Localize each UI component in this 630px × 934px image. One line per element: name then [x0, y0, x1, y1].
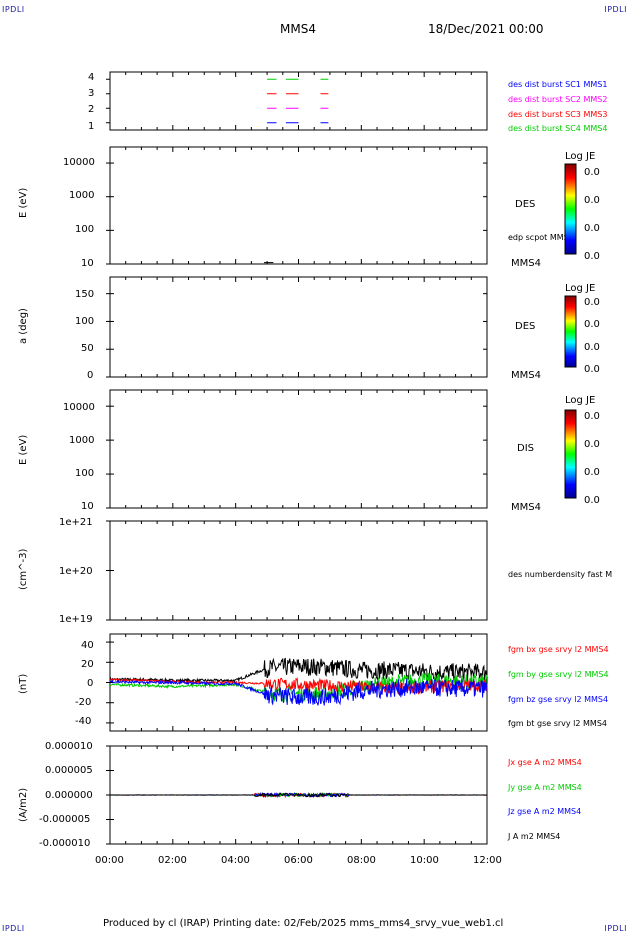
- legend-entry: fgm bx gse srvy l2 MMS4: [508, 645, 609, 654]
- colorbar: [564, 295, 577, 368]
- x-tick-label: 08:00: [347, 855, 376, 866]
- y-tick-label: 10000: [63, 402, 95, 413]
- legend-entry: Jx gse A m2 MMS4: [508, 758, 582, 767]
- y-tick-label: 100: [75, 224, 95, 235]
- legend-entry: J A m2 MMS4: [508, 832, 561, 841]
- legend-entry: Jz gse A m2 MMS4: [508, 807, 582, 816]
- colorbar-tick: 0.0: [584, 342, 600, 353]
- corner-label-top-right: IPDLI: [604, 5, 627, 14]
- colorbar-tick: 0.0: [584, 411, 600, 422]
- colorbar-tick: 0.0: [584, 251, 600, 262]
- corner-label-bottom-left: IPDLI: [2, 924, 25, 933]
- legend-entry: des dist burst SC3 MMS3: [508, 110, 608, 119]
- colorbar: [564, 409, 577, 499]
- y-tick-label: 0.000000: [45, 790, 93, 801]
- colorbar-tick: 0.0: [584, 167, 600, 178]
- panel-bottom-label: MMS4: [511, 258, 541, 269]
- legend-entry: fgm bz gse srvy l2 MMS4: [508, 695, 609, 704]
- y-tick-label: 1e+20: [59, 566, 93, 577]
- colorbar-title: Log JE: [565, 283, 596, 294]
- y-tick-label: 100: [75, 316, 95, 327]
- x-tick-label: 00:00: [95, 855, 124, 866]
- colorbar-tick: 0.0: [584, 223, 600, 234]
- y-tick-label: 0: [87, 678, 94, 689]
- colorbar: [564, 163, 577, 255]
- colorbar-tick: 0.0: [584, 297, 600, 308]
- date-title: 18/Dec/2021 00:00: [428, 22, 544, 36]
- panel-bottom-label: MMS4: [511, 370, 541, 381]
- x-tick-label: 06:00: [284, 855, 313, 866]
- colorbar-tick: 0.0: [584, 195, 600, 206]
- overlay-label: edp scpot MMS4: [508, 233, 574, 242]
- y-tick-label: 1000: [69, 435, 95, 446]
- panel-frame: [109, 276, 488, 378]
- y-tick-label: -40: [75, 716, 92, 727]
- y-tick-label: 0: [87, 370, 94, 381]
- y-tick-label: 1e+21: [59, 517, 93, 528]
- panel-bottom-label: MMS4: [511, 502, 541, 513]
- fgm-series-line: [109, 657, 488, 684]
- x-tick-label: 10:00: [410, 855, 439, 866]
- y-tick-label: 10: [81, 501, 94, 512]
- legend-entry: fgm by gse srvy l2 MMS4: [508, 670, 609, 679]
- legend-entry: des numberdensity fast M: [508, 570, 613, 579]
- legend-entry: des dist burst SC1 MMS1: [508, 80, 608, 89]
- y-tick-label: 50: [81, 343, 94, 354]
- colorbar-tick: 0.0: [584, 364, 600, 375]
- y-tick-label: 1: [88, 121, 95, 132]
- y-tick-label: 20: [81, 659, 94, 670]
- colorbar-tick: 0.0: [584, 439, 600, 450]
- y-tick-label: -20: [75, 697, 92, 708]
- panel-right-label: DES: [515, 321, 536, 332]
- y-tick-label: 1000: [69, 190, 95, 201]
- x-tick-label: 02:00: [158, 855, 187, 866]
- y-tick-label: 10000: [63, 157, 95, 168]
- panel-frame: [109, 71, 488, 131]
- y-tick-label: 4: [88, 72, 95, 83]
- corner-label-top-left: IPDLI: [2, 5, 25, 14]
- colorbar-tick: 0.0: [584, 467, 600, 478]
- y-tick-label: -0.000005: [39, 814, 91, 825]
- y-tick-label: 40: [81, 640, 94, 651]
- current-series-line: [109, 791, 487, 798]
- colorbar-tick: 0.0: [584, 319, 600, 330]
- y-tick-label: 2: [88, 104, 95, 115]
- panel-frame: [109, 146, 488, 265]
- footer-credit: Produced by cl (IRAP) Printing date: 02/…: [103, 918, 504, 929]
- legend-entry: des dist burst SC2 MMS2: [508, 95, 608, 104]
- panel-right-label: DIS: [517, 443, 534, 454]
- corner-label-bottom-right: IPDLI: [604, 924, 627, 933]
- legend-entry: fgm bt gse srvy l2 MMS4: [508, 719, 607, 728]
- panel-right-label: DES: [515, 199, 536, 210]
- panel-frame: [109, 520, 488, 621]
- legend-entry: Jy gse A m2 MMS4: [508, 783, 582, 792]
- y-tick-label: 1e+19: [59, 614, 93, 625]
- y-tick-label: 0.000010: [45, 741, 93, 752]
- fgm-series-line: [109, 677, 488, 706]
- colorbar-title: Log JE: [565, 151, 596, 162]
- y-tick-label: -0.000010: [39, 838, 91, 849]
- spacecraft-title: MMS4: [280, 22, 316, 36]
- legend-entry: des dist burst SC4 MMS4: [508, 124, 608, 133]
- y-tick-label: 150: [75, 289, 95, 300]
- y-tick-label: 0.000005: [45, 765, 93, 776]
- panel-frame: [109, 389, 488, 509]
- y-tick-label: 3: [88, 88, 95, 99]
- x-tick-label: 04:00: [221, 855, 250, 866]
- y-tick-label: 10: [81, 258, 94, 269]
- colorbar-title: Log JE: [565, 395, 596, 406]
- x-tick-label: 12:00: [473, 855, 502, 866]
- y-tick-label: 100: [75, 468, 95, 479]
- colorbar-tick: 0.0: [584, 495, 600, 506]
